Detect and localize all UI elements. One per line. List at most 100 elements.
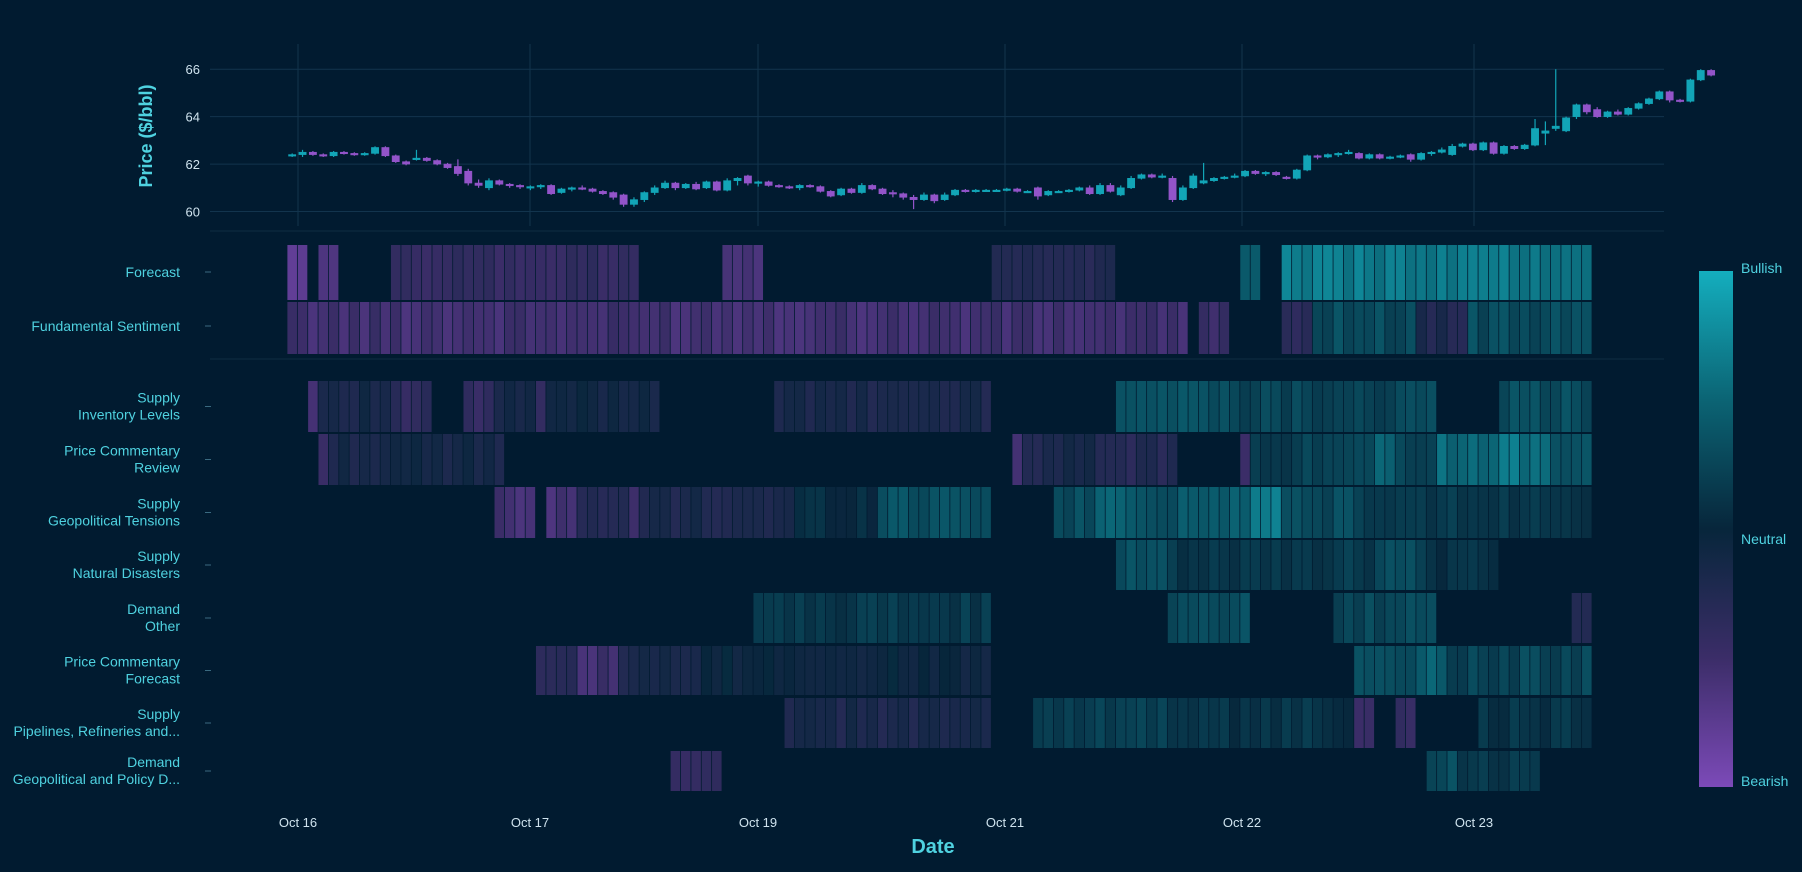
heatmap-cell	[981, 698, 991, 748]
heatmap-cell	[380, 434, 391, 485]
heatmap-cell	[1478, 487, 1489, 538]
heatmap-cell	[349, 302, 360, 354]
heatmap-cell	[1478, 646, 1489, 695]
heatmap-cell	[1302, 698, 1312, 748]
heatmap-cell	[1488, 434, 1499, 485]
candle-body	[319, 154, 328, 157]
heatmap-cell	[1084, 487, 1095, 538]
heatmap-cell	[1074, 434, 1085, 485]
heatmap-cell	[1364, 646, 1375, 695]
heatmap-cell	[1209, 593, 1219, 643]
candle-body	[1158, 175, 1167, 178]
heatmap-cell	[1281, 487, 1292, 538]
heatmap-cell	[1540, 646, 1551, 695]
heatmap-cell	[1240, 540, 1250, 590]
heatmap-cell	[1312, 302, 1323, 354]
heatmap-cell	[1478, 698, 1489, 748]
heatmap-cell	[1084, 434, 1095, 485]
heatmap-cell	[1478, 751, 1489, 791]
heatmap-cell	[1582, 245, 1592, 300]
heatmap-cell	[1582, 381, 1592, 432]
heatmap-cell	[504, 302, 515, 354]
heatmap-cell	[1012, 434, 1022, 485]
heatmap-cell	[1178, 540, 1188, 590]
candle-body	[288, 154, 297, 157]
heatmap-cell	[960, 381, 971, 432]
heatmap-cell	[857, 646, 867, 695]
candle-body	[1655, 91, 1664, 100]
candle-body	[1562, 117, 1571, 132]
heatmap-cell	[649, 381, 660, 432]
candle-body	[1251, 170, 1260, 174]
heatmap-cell	[1053, 487, 1064, 538]
heatmap-cell	[1571, 593, 1582, 643]
candle-body	[1386, 156, 1394, 159]
heatmap-cell	[825, 698, 836, 748]
heatmap-cell	[960, 593, 971, 643]
heatmap-cell	[1488, 646, 1499, 695]
heatmap-cell	[825, 646, 836, 695]
heatmap-cell	[1571, 646, 1582, 695]
candle-body	[681, 183, 690, 189]
candle-body	[671, 182, 680, 189]
heatmap-cell	[484, 434, 494, 485]
heatmap-cell	[991, 245, 1002, 300]
heatmap-cell	[867, 302, 877, 354]
heatmap-cell	[846, 302, 857, 354]
heatmap-cell	[929, 646, 940, 695]
heatmap-cell	[1571, 302, 1582, 354]
heatmap-cell	[846, 381, 857, 432]
heatmap-cell	[784, 593, 795, 643]
heatmap-cell	[1333, 434, 1344, 485]
candle-body	[308, 151, 317, 155]
heatmap-cell	[939, 646, 950, 695]
heatmap-cell	[1095, 487, 1105, 538]
heatmap-cell	[1250, 245, 1261, 300]
heatmap-cell	[473, 434, 484, 485]
candle-body	[1355, 153, 1363, 159]
heatmap-cell	[1354, 434, 1364, 485]
heatmap-cell	[1571, 487, 1582, 538]
heatmap-cell	[1437, 434, 1447, 485]
heatmap-cell	[815, 381, 826, 432]
heatmap-cell	[1105, 302, 1116, 354]
candle-body	[578, 187, 587, 190]
heatmap-cell	[929, 698, 940, 748]
heatmap-cell	[888, 487, 898, 538]
heatmap-cell	[1281, 434, 1292, 485]
heatmap-cell	[1115, 487, 1126, 538]
heatmap-cell	[1519, 245, 1530, 300]
heatmap-cell	[1343, 434, 1354, 485]
heatmap-cell	[1198, 302, 1209, 354]
heatmap-cell	[639, 302, 650, 354]
heatmap-cell	[763, 646, 774, 695]
heatmap-cell	[328, 302, 339, 354]
candle-body	[298, 151, 307, 155]
heatmap-cell	[1395, 646, 1406, 695]
heatmap-cell	[1343, 593, 1354, 643]
candle-body	[495, 180, 504, 185]
heatmap-cell	[473, 302, 484, 354]
heatmap-cell	[815, 646, 826, 695]
heatmap-cell	[1053, 245, 1064, 300]
heatmap-cell	[1488, 487, 1499, 538]
heatmap-cell	[1457, 487, 1468, 538]
heatmap-cell	[1582, 646, 1592, 695]
heatmap-cell	[1561, 434, 1571, 485]
heatmap-cell	[318, 381, 329, 432]
candle-body	[453, 166, 462, 174]
heatmap-cell	[1271, 698, 1281, 748]
heatmap-cell	[587, 646, 598, 695]
row-label-line2: Review	[134, 460, 181, 476]
heatmap-cell	[794, 487, 805, 538]
heatmap-cell	[1385, 434, 1395, 485]
heatmap-cell	[1250, 487, 1261, 538]
heatmap-cell	[1509, 698, 1520, 748]
row-label-line2: Forecast	[126, 671, 181, 687]
heatmap-cell	[546, 646, 556, 695]
candle-body	[795, 185, 804, 189]
heatmap-cell	[1053, 302, 1064, 354]
candle-body	[1002, 188, 1011, 191]
candle-body	[1593, 109, 1602, 117]
heatmap-cell	[1416, 540, 1426, 590]
